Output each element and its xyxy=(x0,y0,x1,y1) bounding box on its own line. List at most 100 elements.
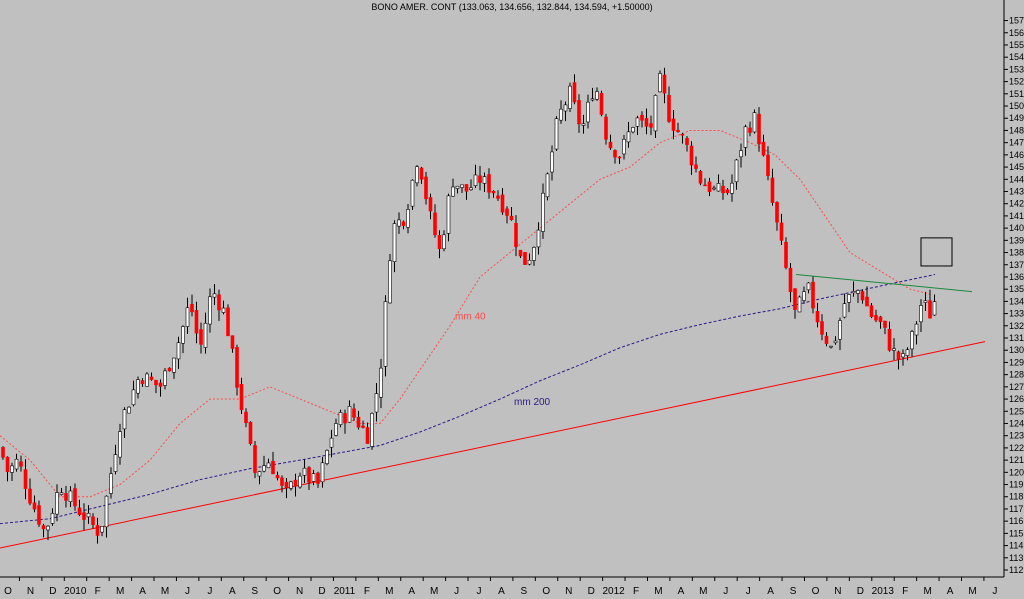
x-tick-label: A xyxy=(678,586,685,597)
x-tick-label: M xyxy=(699,586,707,597)
x-tick-label: J xyxy=(207,586,212,597)
candle-body xyxy=(829,345,833,348)
candle-body xyxy=(721,185,725,194)
y-tick-label: 113 xyxy=(1009,553,1023,563)
y-tick-label: 148 xyxy=(1009,125,1024,135)
y-tick-label: 151 xyxy=(1009,89,1024,99)
candle-body xyxy=(856,290,860,294)
candle-body xyxy=(626,131,631,143)
candle-body xyxy=(712,187,716,190)
candle-body xyxy=(307,467,311,483)
candle-body xyxy=(595,91,599,100)
candle-body xyxy=(923,300,928,303)
candle-body xyxy=(131,389,136,406)
y-tick-label: 154 xyxy=(1009,52,1024,62)
y-tick-label: 123 xyxy=(1009,431,1024,441)
x-tick-label: N xyxy=(27,586,34,597)
candle-body xyxy=(298,475,302,488)
candle-body xyxy=(581,123,586,126)
y-tick-label: 125 xyxy=(1009,406,1024,416)
candle-body xyxy=(824,335,829,344)
y-tick-label: 112 xyxy=(1009,565,1023,575)
candle-body xyxy=(667,95,671,122)
y-tick-label: 131 xyxy=(1009,333,1024,343)
candle-body xyxy=(239,384,244,411)
x-tick-label: O xyxy=(812,586,820,597)
candle-body xyxy=(811,281,815,309)
y-tick-label: 118 xyxy=(1009,492,1023,502)
y-tick-label: 127 xyxy=(1009,382,1024,392)
candle-body xyxy=(703,184,707,187)
candle-body xyxy=(113,454,118,472)
box-marker xyxy=(920,237,953,267)
candle-body xyxy=(640,114,644,121)
candle-body xyxy=(689,145,694,166)
candle-body xyxy=(374,393,379,413)
candle-body xyxy=(23,469,28,489)
candle-body xyxy=(527,259,532,265)
candle-body xyxy=(887,328,892,351)
candle-body xyxy=(41,525,46,530)
x-tick-label: F xyxy=(95,586,101,597)
candle-body xyxy=(766,154,770,176)
x-tick-label: M xyxy=(923,586,931,597)
candle-body xyxy=(586,101,590,123)
x-tick-label: J xyxy=(477,586,482,597)
x-tick-label: O xyxy=(273,586,281,597)
candle-body xyxy=(671,118,676,131)
x-tick-label: M xyxy=(654,586,662,597)
candle-body xyxy=(820,321,824,335)
candle-body xyxy=(203,322,208,348)
candle-body xyxy=(109,473,113,494)
candle-body xyxy=(469,187,473,191)
candle-body xyxy=(275,475,280,479)
candle-body xyxy=(833,340,838,344)
candle-body xyxy=(145,373,149,387)
candle-body xyxy=(14,458,19,470)
x-tick-label: S xyxy=(251,586,258,597)
candle-body xyxy=(329,437,334,448)
candle-body xyxy=(932,301,937,316)
candle-body xyxy=(361,425,365,428)
x-tick-label: F xyxy=(633,586,639,597)
candle-body xyxy=(172,357,176,373)
candle-body xyxy=(338,412,343,425)
candle-body xyxy=(73,488,77,507)
y-tick-label: 122 xyxy=(1009,443,1024,453)
x-tick-label: N xyxy=(296,586,303,597)
candle-body xyxy=(662,74,667,94)
candle-body xyxy=(167,367,172,372)
candle-body xyxy=(424,176,428,200)
candle-body xyxy=(176,342,181,360)
candle-body xyxy=(352,408,356,418)
candle-body xyxy=(365,427,370,444)
candle-body xyxy=(406,209,410,228)
x-tick-label: A xyxy=(229,586,236,597)
candle-body xyxy=(401,221,406,226)
candle-body xyxy=(410,179,415,207)
candle-body xyxy=(397,219,401,227)
y-tick-label: 149 xyxy=(1009,113,1024,123)
candle-body xyxy=(226,307,230,337)
x-tick-label: D xyxy=(857,586,864,597)
candle-body xyxy=(914,323,919,336)
y-tick-label: 132 xyxy=(1009,321,1024,331)
candle-body xyxy=(235,347,239,388)
candle-body xyxy=(532,247,536,261)
candle-body xyxy=(280,477,284,486)
candle-body xyxy=(757,113,761,145)
candle-body xyxy=(685,137,689,145)
candle-body xyxy=(136,379,140,394)
y-tick-label: 116 xyxy=(1009,516,1023,526)
candle-body xyxy=(343,413,347,424)
candle-body xyxy=(302,467,307,476)
y-tick-label: 139 xyxy=(1009,235,1024,245)
candle-body xyxy=(788,267,793,293)
candle-body xyxy=(95,525,100,536)
x-tick-label: D xyxy=(49,586,56,597)
candle-body xyxy=(523,252,527,265)
candle-body xyxy=(5,456,10,473)
candle-body xyxy=(487,174,491,193)
x-tick-label: 2013 xyxy=(872,586,895,597)
